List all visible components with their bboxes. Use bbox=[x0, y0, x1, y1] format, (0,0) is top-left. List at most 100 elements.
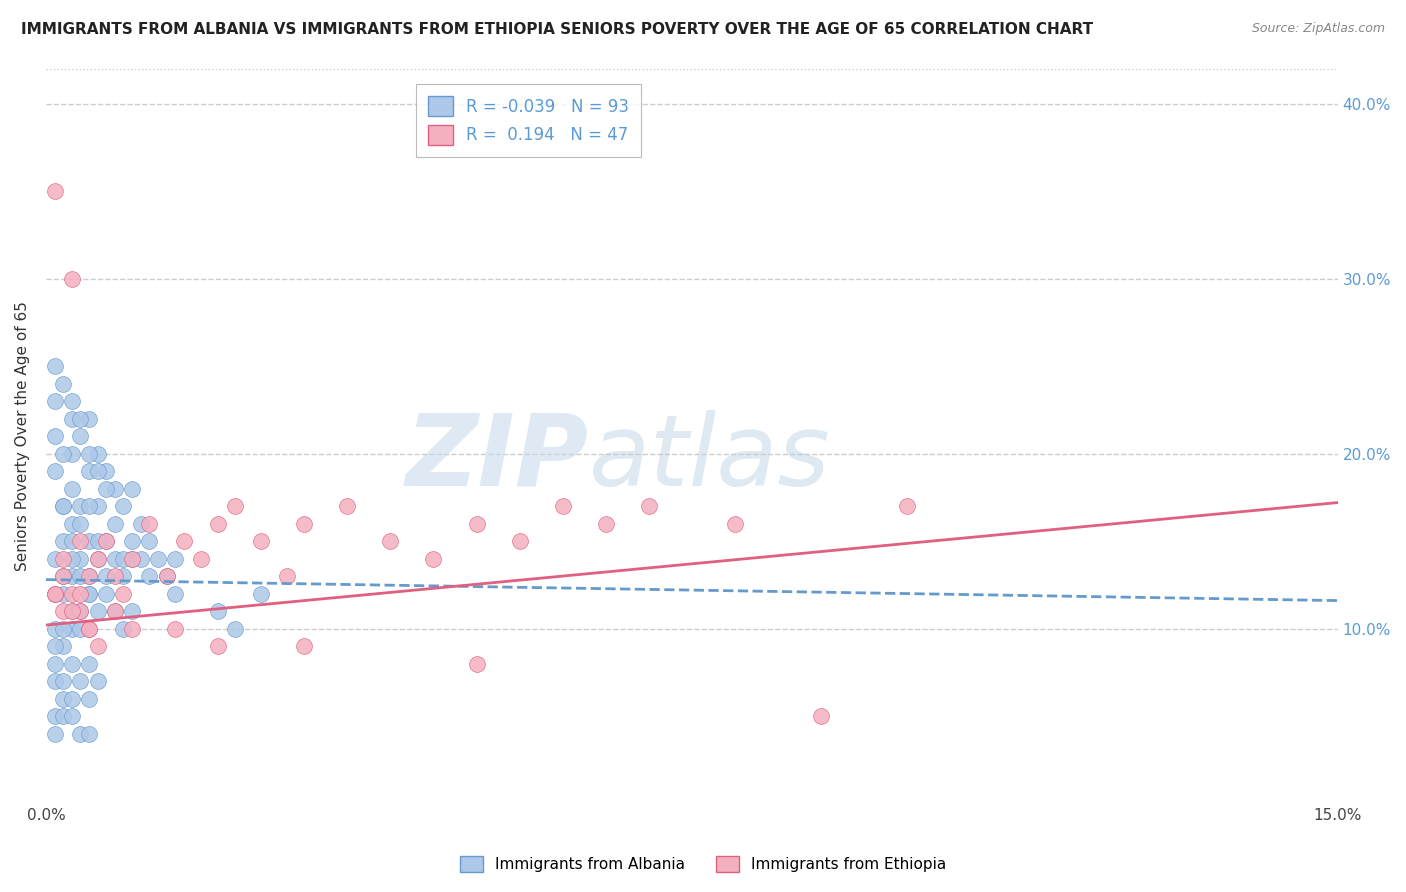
Point bbox=[551, 499, 574, 513]
Point bbox=[52, 551, 75, 566]
Point bbox=[77, 586, 100, 600]
Point bbox=[146, 551, 169, 566]
Point bbox=[52, 586, 75, 600]
Point bbox=[44, 464, 66, 478]
Point bbox=[77, 569, 100, 583]
Point bbox=[104, 604, 127, 618]
Point bbox=[60, 446, 83, 460]
Point bbox=[276, 569, 298, 583]
Point bbox=[60, 604, 83, 618]
Point bbox=[69, 604, 91, 618]
Point bbox=[224, 622, 246, 636]
Point bbox=[121, 482, 143, 496]
Text: IMMIGRANTS FROM ALBANIA VS IMMIGRANTS FROM ETHIOPIA SENIORS POVERTY OVER THE AGE: IMMIGRANTS FROM ALBANIA VS IMMIGRANTS FR… bbox=[21, 22, 1094, 37]
Point bbox=[77, 464, 100, 478]
Point bbox=[96, 482, 118, 496]
Point bbox=[165, 551, 187, 566]
Point bbox=[44, 184, 66, 198]
Point bbox=[86, 639, 108, 653]
Point bbox=[465, 516, 488, 531]
Point bbox=[52, 376, 75, 391]
Point bbox=[44, 657, 66, 671]
Point bbox=[60, 534, 83, 549]
Point bbox=[121, 551, 143, 566]
Point bbox=[60, 709, 83, 723]
Point bbox=[52, 569, 75, 583]
Point bbox=[138, 516, 160, 531]
Point bbox=[44, 674, 66, 689]
Point bbox=[96, 464, 118, 478]
Point bbox=[44, 622, 66, 636]
Point bbox=[138, 569, 160, 583]
Point bbox=[44, 709, 66, 723]
Point bbox=[336, 499, 359, 513]
Point bbox=[60, 394, 83, 409]
Point bbox=[121, 622, 143, 636]
Point bbox=[60, 569, 83, 583]
Point bbox=[86, 551, 108, 566]
Point bbox=[207, 604, 229, 618]
Point bbox=[112, 499, 135, 513]
Point bbox=[60, 551, 83, 566]
Point bbox=[207, 639, 229, 653]
Point bbox=[129, 551, 152, 566]
Point bbox=[138, 534, 160, 549]
Point bbox=[69, 534, 91, 549]
Point bbox=[96, 534, 118, 549]
Point bbox=[155, 569, 177, 583]
Point bbox=[173, 534, 195, 549]
Point bbox=[129, 516, 152, 531]
Point bbox=[77, 569, 100, 583]
Point bbox=[86, 499, 108, 513]
Point bbox=[896, 499, 918, 513]
Point bbox=[52, 674, 75, 689]
Point bbox=[52, 534, 75, 549]
Point bbox=[121, 551, 143, 566]
Point bbox=[165, 622, 187, 636]
Point bbox=[190, 551, 212, 566]
Point bbox=[60, 271, 83, 285]
Point bbox=[121, 604, 143, 618]
Point bbox=[69, 499, 91, 513]
Point bbox=[77, 499, 100, 513]
Point bbox=[96, 534, 118, 549]
Point bbox=[77, 622, 100, 636]
Point bbox=[104, 569, 127, 583]
Point bbox=[86, 674, 108, 689]
Point bbox=[52, 499, 75, 513]
Legend: R = -0.039   N = 93, R =  0.194   N = 47: R = -0.039 N = 93, R = 0.194 N = 47 bbox=[416, 84, 641, 156]
Point bbox=[69, 674, 91, 689]
Point bbox=[60, 604, 83, 618]
Point bbox=[69, 726, 91, 740]
Point bbox=[44, 429, 66, 443]
Point bbox=[77, 446, 100, 460]
Point bbox=[509, 534, 531, 549]
Point bbox=[52, 622, 75, 636]
Point bbox=[292, 516, 315, 531]
Point bbox=[112, 551, 135, 566]
Point bbox=[69, 622, 91, 636]
Text: Source: ZipAtlas.com: Source: ZipAtlas.com bbox=[1251, 22, 1385, 36]
Point bbox=[77, 622, 100, 636]
Point bbox=[637, 499, 659, 513]
Point bbox=[121, 534, 143, 549]
Point bbox=[69, 569, 91, 583]
Point bbox=[52, 604, 75, 618]
Point bbox=[250, 534, 273, 549]
Text: ZIP: ZIP bbox=[405, 409, 589, 507]
Point bbox=[44, 394, 66, 409]
Point bbox=[250, 586, 273, 600]
Point bbox=[112, 569, 135, 583]
Point bbox=[96, 586, 118, 600]
Point bbox=[86, 551, 108, 566]
Point bbox=[155, 569, 177, 583]
Point bbox=[724, 516, 747, 531]
Y-axis label: Seniors Poverty Over the Age of 65: Seniors Poverty Over the Age of 65 bbox=[15, 301, 30, 571]
Point bbox=[44, 551, 66, 566]
Point bbox=[69, 411, 91, 425]
Point bbox=[52, 446, 75, 460]
Text: atlas: atlas bbox=[589, 409, 830, 507]
Point bbox=[69, 429, 91, 443]
Point bbox=[165, 586, 187, 600]
Point bbox=[595, 516, 617, 531]
